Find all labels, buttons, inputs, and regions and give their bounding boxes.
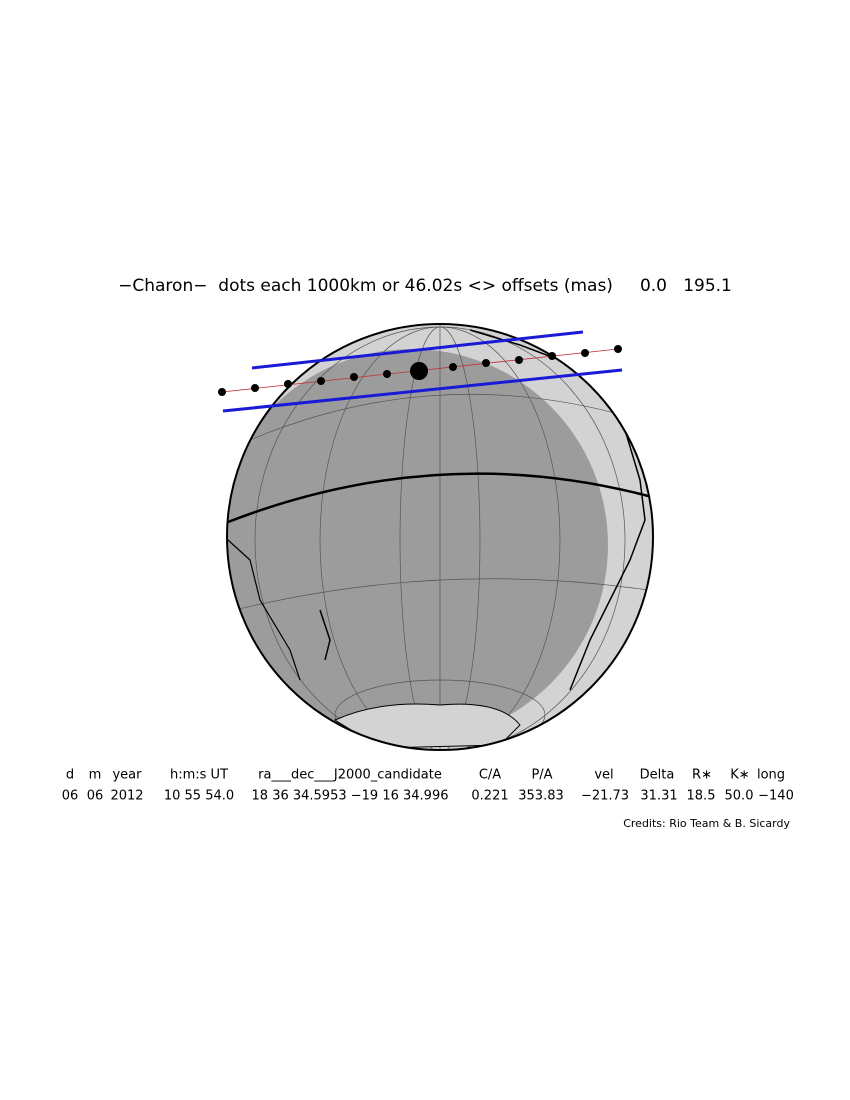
value-cell: 06 bbox=[87, 789, 104, 804]
header-cell: P/A bbox=[531, 768, 552, 783]
data-table: d m year h:m:s UT ra___dec___J2000_candidate… bbox=[62, 768, 794, 804]
header-cell: R∗ bbox=[692, 768, 712, 783]
header-cell: vel bbox=[594, 768, 613, 783]
title: −Charon− dots each 1000km or 46.02s <> o… bbox=[118, 276, 732, 296]
value-cell: 50.0 bbox=[725, 789, 754, 804]
header-cell: Delta bbox=[640, 768, 675, 783]
header-cell: K∗ bbox=[730, 768, 749, 783]
globe bbox=[226, 323, 654, 751]
header-cell: year bbox=[112, 768, 142, 783]
header-cell: h:m:s UT bbox=[170, 768, 228, 783]
value-cell: 31.31 bbox=[640, 789, 677, 804]
value-cell: 0.221 bbox=[471, 789, 508, 804]
header-cell: long bbox=[757, 768, 785, 783]
header-cell: C/A bbox=[479, 768, 501, 783]
value-cell: 2012 bbox=[110, 789, 143, 804]
value-cell: 18.5 bbox=[687, 789, 716, 804]
header-cell: ra___dec___J2000_candidate bbox=[258, 768, 442, 783]
value-cell: 10 55 54.0 bbox=[164, 789, 234, 804]
value-cell: 353.83 bbox=[518, 789, 564, 804]
header-cell: m bbox=[89, 768, 102, 783]
value-cell: −21.73 bbox=[581, 789, 629, 804]
credits: Credits: Rio Team & B. Sicardy bbox=[623, 817, 790, 830]
value-cell: 06 bbox=[62, 789, 79, 804]
value-cell: −140 bbox=[758, 789, 794, 804]
value-cell: 18 36 34.5953 −19 16 34.996 bbox=[252, 789, 449, 804]
header-cell: d bbox=[66, 768, 74, 783]
occultation-path bbox=[218, 330, 623, 413]
